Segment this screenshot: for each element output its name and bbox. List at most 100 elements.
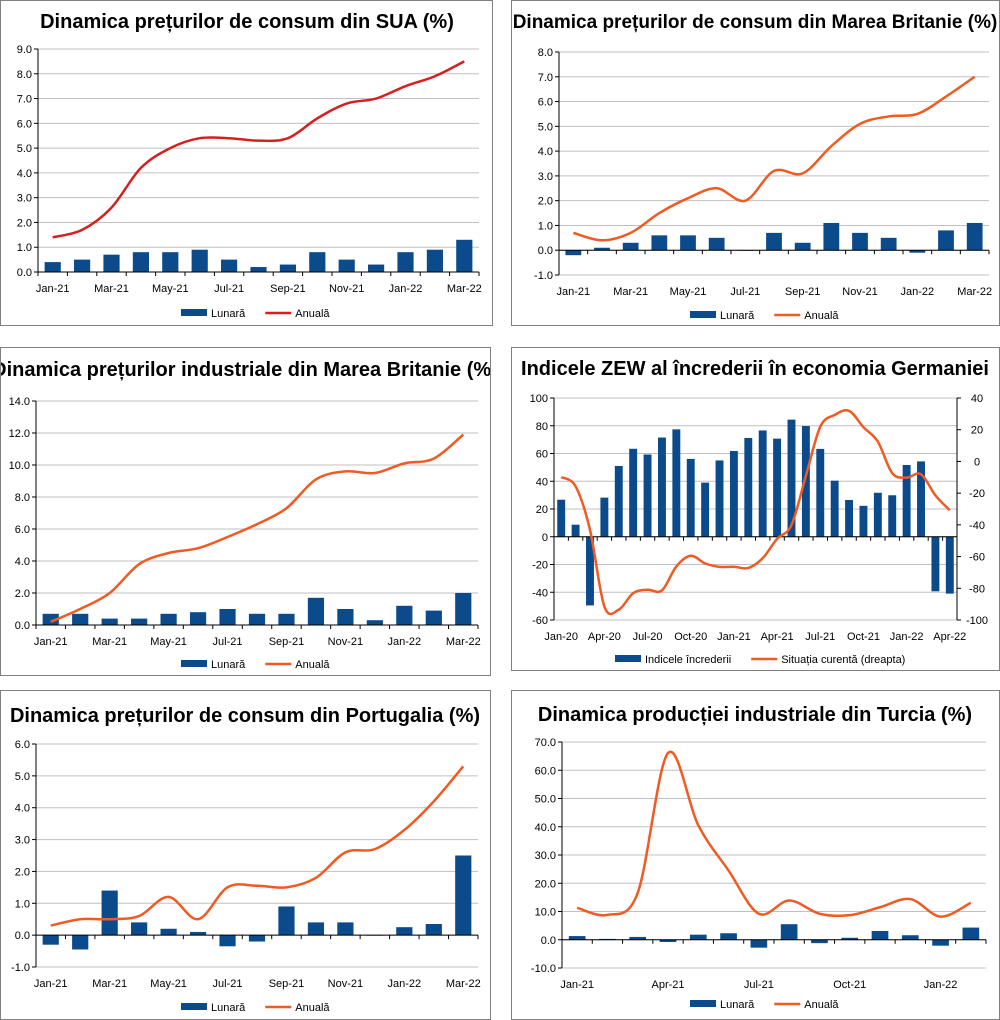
chart-uk-cpi: Dinamica prețurilor de consum din Marea … [513,12,998,322]
bar-jun-21 [189,931,207,936]
x-tick-label: Oct-21 [847,631,880,643]
y-tick-label: 100 [530,393,548,405]
bar-dec-21 [368,264,385,272]
y-tick-label: 0.0 [17,267,32,279]
y2-tick-label: 40 [971,393,983,405]
x-tick-label: Jul-21 [213,978,243,990]
x-tick-label: Apr-20 [588,631,621,643]
x-tick-label: Mar-22 [957,286,992,298]
bar-jul-21 [219,609,236,625]
chart-title: Dinamica prețurilor industriale din Mare… [1,359,490,381]
series-line-1 [576,750,972,918]
bar-jun-21 [801,426,810,537]
y-tick-label: 7.0 [538,72,553,84]
x-tick-label: Nov-21 [328,978,363,990]
bar-may-21 [689,934,707,940]
x-tick-label: Jul-21 [214,283,244,295]
y-tick-label: 1.0 [15,898,30,910]
y-tick-label: 20.0 [535,878,556,890]
legend-label: Lunară [211,659,246,671]
y2-tick-label: 20 [971,425,983,437]
x-tick-label: Mar-21 [92,978,127,990]
bar-may-20 [614,465,623,537]
x-tick-label: Jul-21 [744,979,774,991]
y-tick-label: 20 [536,504,548,516]
y-tick-label: 0.0 [538,245,553,257]
bar-jun-21 [708,237,725,251]
bar-mar-21 [629,936,647,940]
bar-apr-21 [651,235,668,251]
y-tick-label: 0.0 [541,935,556,947]
bar-jun-21 [191,249,208,272]
y-tick-label: 4.0 [15,556,30,568]
y-tick-label: 5.0 [17,143,32,155]
y-tick-label: 5.0 [538,121,553,133]
y-tick-label: 14.0 [9,396,30,408]
chart-panel-us-cpi: Dinamica prețurilor de consum din SUA (%… [0,0,493,326]
bar-aug-21 [830,480,839,537]
bar-oct-21 [307,922,325,936]
bar-mar-21 [622,242,639,251]
bar-dec-20 [715,460,724,537]
bar-feb-22 [425,610,442,625]
legend-swatch-bar [615,655,641,662]
bar-dec-21 [901,935,919,940]
y-tick-label: -1.0 [534,270,553,282]
bar-oct-21 [823,222,840,251]
bar-jan-22 [396,927,413,936]
bar-dec-21 [366,620,383,625]
x-tick-label: May-21 [152,283,189,295]
x-tick-label: Sep-21 [269,636,304,648]
y-tick-label: 60.0 [535,765,556,777]
bar-mar-20 [586,536,594,606]
y2-tick-label: -60 [969,552,985,564]
x-tick-label: Mar-21 [613,286,648,298]
y-tick-label: 0.0 [15,620,30,632]
x-tick-label: Jan-21 [34,636,68,648]
x-tick-label: Jan-22 [924,979,958,991]
bar-feb-22 [425,923,442,936]
bar-mar-22 [966,222,983,251]
y-tick-label: 6.0 [15,739,30,751]
chart-uk-ppi: Dinamica prețurilor industriale din Mare… [1,359,490,671]
y-tick-label: 2.0 [538,196,553,208]
bar-feb-22 [962,927,980,940]
x-tick-label: Nov-21 [328,636,363,648]
bar-jan-22 [396,605,413,625]
legend-label: Anuală [804,999,839,1011]
bar-apr-21 [773,438,782,537]
bar-feb-21 [72,935,89,950]
legend-label: Anuală [295,1002,330,1014]
y-tick-label: 12.0 [9,428,30,440]
x-tick-label: Jul-20 [633,631,663,643]
bar-jul-21 [750,939,768,948]
y-tick-label: 0 [542,532,548,544]
bar-apr-20 [600,497,609,537]
bar-feb-22 [938,230,954,251]
chart-title: Dinamica prețurilor de consum din Marea … [513,12,998,33]
x-tick-label: May-21 [150,636,187,648]
y-tick-label: 10.0 [9,460,30,472]
bar-mar-21 [758,430,767,537]
series-line-1 [560,409,951,616]
chart-panel-uk-ppi: Dinamica prețurilor industriale din Mare… [0,347,491,676]
bar-jan-21 [568,936,586,940]
chart-panel-portugal-cpi: Dinamica prețurilor de consum din Portug… [0,690,491,1020]
bar-sep-21 [279,264,296,272]
legend-label: Lunară [720,999,755,1011]
y-tick-label: -20 [532,560,548,572]
y-tick-label: 0.0 [15,930,30,942]
bar-aug-20 [657,437,666,537]
chart-title: Dinamica prețurilor de consum din Portug… [10,705,480,727]
bar-apr-22 [945,536,954,594]
y2-tick-label: 0 [974,456,980,468]
y-tick-label: 6.0 [538,97,553,109]
bar-feb-22 [917,461,925,537]
bar-apr-21 [659,939,677,943]
y-tick-label: -1.0 [11,962,30,974]
bar-jul-20 [643,454,652,537]
x-tick-label: Jan-20 [544,631,578,643]
y-tick-label: -10.0 [531,963,556,975]
x-tick-label: Oct-21 [833,979,866,991]
bar-dec-21 [888,495,897,537]
